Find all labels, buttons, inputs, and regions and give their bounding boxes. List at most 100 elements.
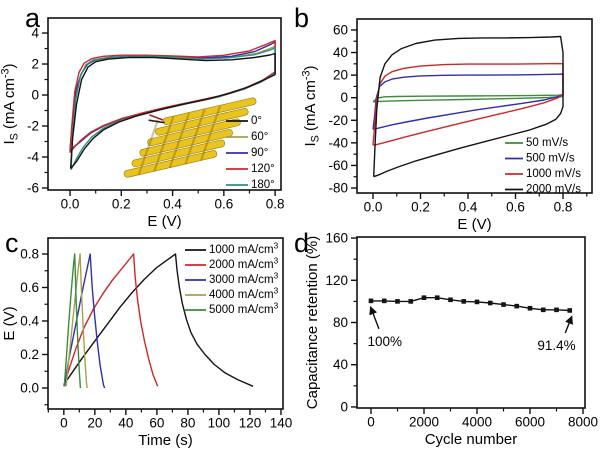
legend-label: 1000 mV/s	[526, 168, 581, 180]
legend-label: 2000 mV/s	[526, 184, 581, 196]
panel-d-plot: 0 2000 4000 6000 8000 Cycle number 0 40 80 120 160…	[304, 231, 598, 449]
legend-label: 500 mV/s	[526, 153, 575, 165]
series-c	[63, 253, 82, 389]
x-tick-label: 0.4	[163, 197, 182, 212]
series-c	[63, 253, 254, 387]
y-tick-label: 0.4	[20, 313, 39, 328]
y-tick-label: 60	[333, 22, 348, 37]
legend-label: 0°	[251, 115, 262, 127]
legend-entry: 2000 mA/cm3	[185, 256, 279, 271]
series-b	[372, 62, 564, 146]
legend-label: 1000 mA/cm3	[209, 241, 279, 256]
legend-label: 180°	[251, 179, 275, 191]
legend-label: 3000 mA/cm3	[209, 271, 279, 286]
series-a	[69, 52, 276, 170]
legend-entry: 3000 mA/cm3	[185, 271, 279, 286]
electrode-gap	[137, 119, 159, 176]
legend-label: 4000 mA/cm3	[209, 286, 279, 301]
y-tick-label: 40	[333, 45, 348, 60]
panel-b-plot: 0.0 0.2 0.4 0.6 0.8 E (V) -80 -60 -40 -20 0 20 40 60 I…	[300, 18, 593, 233]
x-axis-title: Cycle number	[425, 431, 518, 448]
series-a	[69, 39, 276, 154]
x-tick-label: 0.6	[214, 197, 233, 212]
x-axis: 0.0 0.2 0.4 0.6 0.8 E (V)	[61, 190, 285, 230]
x-tick-label: 6000	[515, 415, 545, 430]
x-tick-label: 2000	[409, 415, 439, 430]
x-tick-label: 0.8	[266, 197, 285, 212]
y-tick-label: 20	[333, 68, 348, 83]
annotation-arrow	[369, 306, 380, 330]
legend-entry: 60°	[226, 131, 268, 143]
legend-entry: 4000 mA/cm3	[185, 286, 279, 301]
annotation: 91.4%	[537, 315, 576, 353]
y-tick-label: -6	[27, 180, 39, 195]
legend-label: 90°	[251, 147, 268, 159]
axes-frame	[47, 237, 284, 410]
legend-entry: 1000 mV/s	[505, 168, 581, 180]
data-marker	[554, 307, 559, 313]
annotation-text: 100%	[368, 334, 403, 349]
legend-entry: 5000 mA/cm3	[185, 301, 279, 316]
y-tick-label: 0	[31, 88, 39, 103]
legend-entry: 2000 mV/s	[505, 184, 581, 196]
electrode-gap	[199, 105, 222, 161]
legend-label: 50 mV/s	[526, 137, 568, 149]
panel-a-series	[69, 39, 276, 171]
data-marker	[461, 299, 467, 304]
series-b	[372, 73, 564, 130]
data-marker	[448, 297, 453, 303]
data-marker	[434, 295, 440, 300]
x-tick-label: 0	[60, 416, 68, 431]
inset-wire-black	[148, 119, 165, 124]
annotation-arrow	[564, 315, 573, 334]
annotation-text: 91.4%	[537, 338, 575, 353]
y-axis: 0.0 0.2 0.4 0.6 0.8 E (V)	[1, 246, 48, 406]
y-tick-label: 0	[340, 90, 348, 105]
panel-b-series	[372, 35, 564, 178]
series-b	[373, 35, 564, 178]
inset-electrode-photo	[123, 97, 257, 178]
data-marker	[421, 295, 427, 300]
y-tick-label: 0	[340, 399, 348, 414]
x-tick-label: 0.4	[459, 200, 478, 215]
panel-label-c: c	[5, 228, 19, 258]
y-tick-label: 2	[31, 57, 39, 72]
y-tick-label: 160	[325, 231, 348, 246]
y-axis-title: IS (mA cm-3)	[0, 64, 20, 145]
data-marker	[395, 299, 400, 304]
electrode-gap	[184, 108, 206, 165]
x-tick-label: 0	[367, 415, 375, 430]
y-axis-title: Capacitance retention (%)	[304, 236, 321, 409]
axes-frame	[47, 17, 282, 191]
legend-label: 120°	[251, 163, 275, 175]
y-tick-label: -20	[328, 113, 348, 128]
legend-label: 60°	[251, 131, 268, 143]
x-tick-label: 0.0	[364, 200, 383, 215]
y-tick-label: -80	[328, 181, 348, 196]
panel-label-b: b	[294, 3, 310, 33]
x-tick-label: 80	[180, 416, 195, 431]
axes-frame	[356, 236, 586, 409]
electrode-bar	[155, 108, 249, 136]
x-tick-label: 0.8	[554, 200, 573, 215]
y-tick-label: 120	[325, 273, 348, 288]
y-tick-label: 80	[333, 315, 348, 330]
axes-frame	[356, 18, 593, 194]
x-axis-title: E (V)	[147, 213, 181, 230]
series-d	[371, 297, 570, 312]
electrode-gap	[153, 116, 175, 172]
legend-entry: 180°	[226, 179, 275, 191]
x-axis-title: E (V)	[457, 216, 491, 233]
x-tick-label: 4000	[462, 415, 492, 430]
series-c	[65, 253, 88, 389]
legend-label: 2000 mA/cm3	[209, 256, 279, 271]
data-marker	[487, 300, 493, 306]
x-tick-label: 40	[118, 416, 133, 431]
y-axis-title: E (V)	[1, 306, 18, 340]
y-tick-label: -4	[27, 149, 39, 164]
legend: 50 mV/s 500 mV/s 1000 mV/s 2000 mV/s	[505, 137, 581, 196]
data-marker	[567, 308, 573, 313]
